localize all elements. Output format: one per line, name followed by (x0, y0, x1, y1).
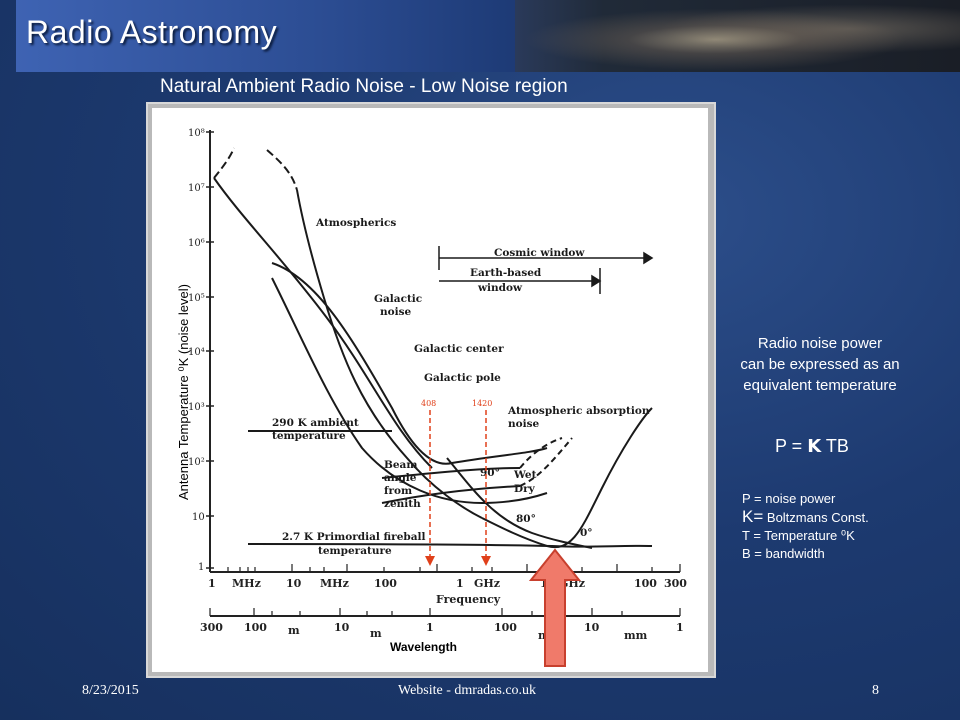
description-line: can be expressed as an (740, 356, 900, 373)
dry-dashed-curve (519, 437, 573, 487)
y-tick-label: 10⁶ (188, 238, 205, 249)
label-wet: Wet (513, 469, 537, 481)
def-k-text: Boltzmans Const. (763, 510, 869, 525)
label-beam-4: zenith (384, 498, 421, 510)
def-t: T = Temperature ⁰K (742, 528, 855, 543)
freq-tick-label: 100 (374, 577, 397, 590)
label-earth-based-2: window (477, 282, 523, 294)
noise-diagram: 10⁸ 10⁷ 10⁶ 10⁵ 10⁴ 10³ 10² 10 1 (188, 128, 687, 642)
label-primordial-1: 2.7 K Primordial fireball (282, 531, 426, 543)
wave-tick-label: mm (624, 629, 648, 642)
freq-tick-label: 300 (664, 577, 687, 590)
label-angle-80: 80° (516, 513, 536, 525)
def-p: P = noise power (742, 491, 836, 506)
wet-dashed-curve (519, 437, 563, 469)
y-tick-label: 10⁷ (188, 183, 205, 194)
footer-date: 8/23/2015 (82, 683, 139, 698)
marker-1420-label: 1420 (472, 399, 492, 408)
window-arrow-icon (528, 548, 582, 667)
label-ambient-1: 290 K ambient (272, 417, 359, 429)
wave-tick-label: 100 (244, 621, 267, 634)
label-galactic-noise-1: Galactic (374, 293, 422, 305)
y-tick-label: 10³ (188, 402, 205, 413)
marker-408-label: 408 (421, 399, 436, 408)
atmospherics-curve-dashed (213, 147, 235, 179)
wave-tick-label: 10 (584, 621, 600, 634)
label-angle-90: 90° (480, 467, 500, 479)
milky-way-banner (515, 0, 960, 72)
label-cosmic-window: Cosmic window (494, 247, 585, 259)
label-earth-based-1: Earth-based (470, 267, 542, 279)
y-axis-label: Antenna Temperature ⁰K (noise level) (176, 284, 191, 500)
wavelength-label: Wavelength (390, 640, 457, 654)
label-beam-2: angle (384, 472, 417, 484)
label-ambient-2: temperature (272, 430, 346, 442)
description-line: equivalent temperature (743, 377, 897, 394)
y-tick-label: 1 (198, 562, 204, 573)
formula-prefix: P = (775, 436, 808, 456)
atmospherics-steep-dashed (266, 149, 298, 191)
slide-subtitle: Natural Ambient Radio Noise - Low Noise … (160, 76, 568, 97)
label-primordial-2: temperature (318, 545, 392, 557)
footer-page-number: 8 (872, 683, 879, 698)
formula: P = K TB (775, 436, 849, 457)
galactic-center-curve (271, 262, 548, 465)
title-bar (16, 0, 521, 72)
label-beam-1: Beam (384, 459, 417, 471)
description-line: Radio noise power (757, 335, 883, 352)
label-dry: Dry (514, 483, 536, 495)
def-k-symbol: K= (742, 507, 764, 526)
frequency-axis-label: Frequency (436, 593, 501, 606)
freq-tick-label: MHz (320, 577, 349, 590)
footer-website: Website - dmradas.co.uk (398, 683, 537, 698)
beam-80-curve (446, 457, 593, 549)
atmospherics-curve (213, 177, 433, 469)
label-galactic-noise-2: noise (380, 306, 412, 318)
y-tick-label: 10⁸ (188, 128, 205, 139)
def-k: K= Boltzmans Const. (742, 508, 869, 527)
label-galactic-center: Galactic center (414, 343, 504, 355)
y-tick-label: 10⁵ (188, 293, 205, 304)
label-beam-3: from (384, 485, 412, 497)
formula-suffix: TB (821, 436, 849, 456)
wave-tick-label: 300 (200, 621, 223, 634)
formula-k: K (807, 436, 822, 457)
wave-tick-label: m (288, 624, 300, 637)
wave-tick-label: 1 (426, 621, 434, 634)
beam-0-curve (481, 407, 653, 549)
atmospherics-steep-curve (296, 189, 483, 519)
freq-tick-label: 10 (286, 577, 302, 590)
side-description: Radio noise power can be expressed as an… (700, 333, 940, 396)
primordial-line (247, 543, 653, 548)
y-tick-label: 10² (188, 457, 205, 468)
label-atmospherics: Atmospherics (315, 217, 396, 229)
wave-tick-label: 1 (676, 621, 684, 634)
wave-tick-label: m (370, 627, 382, 640)
label-galactic-pole: Galactic pole (424, 372, 501, 384)
label-angle-0: 0° (580, 527, 593, 539)
freq-tick-label: 100 (634, 577, 657, 590)
slide-title: Radio Astronomy (26, 14, 278, 50)
label-atm-absorption-2: noise (508, 418, 540, 430)
noise-diagram-frame: 10⁸ 10⁷ 10⁶ 10⁵ 10⁴ 10³ 10² 10 1 (146, 102, 716, 678)
y-tick-label: 10 (192, 512, 205, 523)
freq-tick-label: 1 (208, 577, 216, 590)
marker-408-arrowhead (425, 556, 435, 566)
beam-90-curve (381, 467, 521, 479)
noise-diagram-paper: 10⁸ 10⁷ 10⁶ 10⁵ 10⁴ 10³ 10² 10 1 (152, 108, 708, 672)
wave-tick-label: 10 (334, 621, 350, 634)
marker-1420-arrowhead (481, 556, 491, 566)
y-tick-label: 10⁴ (188, 347, 205, 358)
formula-definitions: P = noise power K= Boltzmans Const. T = … (742, 490, 869, 563)
beam-dry-curve (381, 485, 521, 504)
freq-tick-label: GHz (474, 577, 500, 590)
freq-tick-label: 1 (456, 577, 464, 590)
label-atm-absorption-1: Atmospheric absorption (507, 405, 650, 417)
def-b: B = bandwidth (742, 546, 825, 561)
wave-tick-label: 100 (494, 621, 517, 634)
freq-tick-label: MHz (232, 577, 261, 590)
